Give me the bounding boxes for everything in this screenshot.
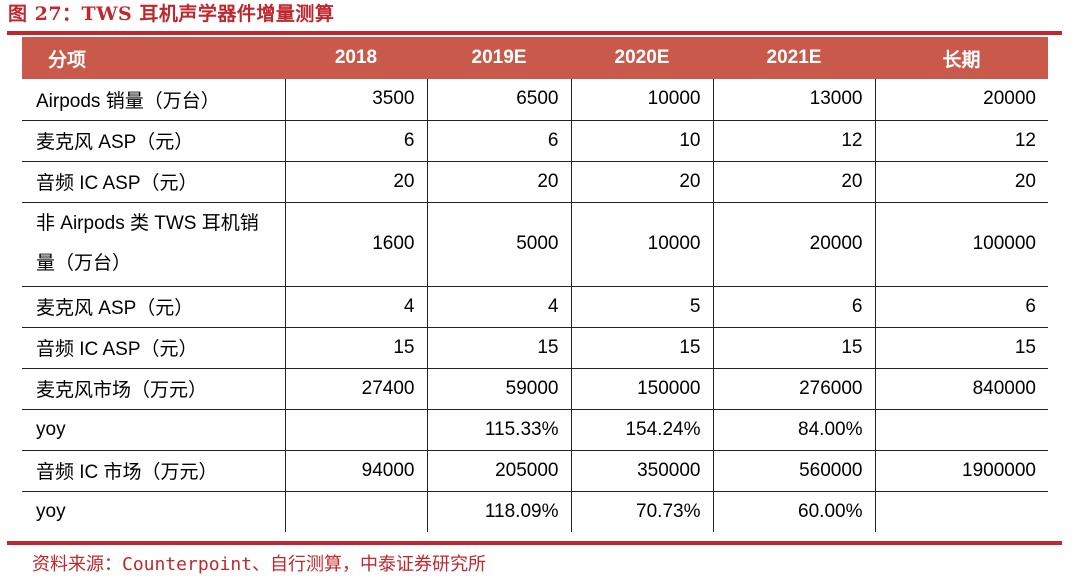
table-cell: 205000 (426, 450, 571, 492)
table-row: 麦克风 ASP（元） 4 4 5 6 6 (22, 286, 1048, 328)
row-label: 音频 IC 市场（万元） (22, 450, 285, 492)
column-header: 2019E (427, 37, 571, 79)
table-cell: 60.00% (712, 491, 875, 532)
column-header: 2020E (571, 37, 713, 79)
table-cell: 6 (426, 120, 571, 162)
table-cell: 10000 (570, 202, 713, 287)
table-cell: 100000 (874, 202, 1048, 287)
table-row: 音频 IC 市场（万元） 94000 205000 350000 560000 … (22, 450, 1048, 492)
row-label: 音频 IC ASP（元） (22, 327, 285, 369)
table-cell: 15 (712, 327, 875, 369)
source-note: 资料来源：Counterpoint、自行测算，中泰证券研究所 (32, 554, 487, 575)
table-cell: 94000 (284, 450, 427, 492)
table-cell (874, 409, 1048, 451)
table-cell (284, 491, 427, 532)
column-header: 2021E (713, 37, 875, 79)
table-row: yoy 118.09% 70.73% 60.00% (22, 491, 1048, 532)
table-cell: 20 (712, 161, 875, 203)
table-cell: 20 (426, 161, 571, 203)
table-cell: 84.00% (712, 409, 875, 451)
table-cell: 1600 (284, 202, 427, 287)
row-label: 麦克风市场（万元） (22, 368, 285, 410)
table-cell: 840000 (874, 368, 1048, 410)
table-cell: 560000 (712, 450, 875, 492)
table-cell: 115.33% (426, 409, 571, 451)
table-cell: 6500 (426, 79, 571, 121)
table-cell: 276000 (712, 368, 875, 410)
table-cell: 350000 (570, 450, 713, 492)
table-row: 麦克风 ASP（元） 6 6 10 12 12 (22, 120, 1048, 162)
row-label: 麦克风 ASP（元） (22, 120, 285, 162)
table-row: 非 Airpods 类 TWS 耳机销量（万台） 1600 5000 10000… (22, 202, 1048, 287)
table-row: 音频 IC ASP（元） 15 15 15 15 15 (22, 327, 1048, 369)
table-cell: 5 (570, 286, 713, 328)
table-row: 麦克风市场（万元） 27400 59000 150000 276000 8400… (22, 368, 1048, 410)
figure-title: 图 27：TWS 耳机声学器件增量测算 (8, 3, 335, 25)
table-cell: 15 (874, 327, 1048, 369)
column-header: 分项 (22, 37, 285, 79)
table-cell: 15 (284, 327, 427, 369)
table-row: 音频 IC ASP（元） 20 20 20 20 20 (22, 161, 1048, 203)
row-label: 麦克风 ASP（元） (22, 286, 285, 328)
top-divider (7, 31, 1062, 35)
table-row: yoy 115.33% 154.24% 84.00% (22, 409, 1048, 451)
table-cell: 12 (874, 120, 1048, 162)
table-cell (874, 491, 1048, 532)
table-cell: 20 (284, 161, 427, 203)
row-label: yoy (22, 409, 285, 451)
table-cell: 15 (426, 327, 571, 369)
row-label: Airpods 销量（万台） (22, 79, 285, 121)
table-cell: 15 (570, 327, 713, 369)
table-cell: 3500 (284, 79, 427, 121)
table-cell: 150000 (570, 368, 713, 410)
table-cell: 10000 (570, 79, 713, 121)
table-cell: 118.09% (426, 491, 571, 532)
table-header-row: 分项 2018 2019E 2020E 2021E 长期 (22, 37, 1048, 79)
table-cell: 20000 (874, 79, 1048, 121)
table-cell: 5000 (426, 202, 571, 287)
column-header: 2018 (285, 37, 427, 79)
table-cell: 4 (284, 286, 427, 328)
table-cell: 59000 (426, 368, 571, 410)
column-header: 长期 (875, 37, 1048, 79)
row-label: yoy (36, 500, 66, 522)
table-cell: 6 (874, 286, 1048, 328)
table-cell (284, 409, 427, 451)
estimate-table: 分项 2018 2019E 2020E 2021E 长期 Airpods 销量（… (22, 37, 1048, 532)
table-cell: 20000 (712, 202, 875, 287)
row-label: 音频 IC ASP（元） (22, 161, 285, 203)
table-cell: 27400 (284, 368, 427, 410)
bottom-divider (7, 541, 1062, 545)
table-row: Airpods 销量（万台） 3500 6500 10000 13000 200… (22, 79, 1048, 121)
table-cell: 13000 (712, 79, 875, 121)
table-cell: 10 (570, 120, 713, 162)
table-cell: 4 (426, 286, 571, 328)
table-cell: 20 (874, 161, 1048, 203)
table-cell: 20 (570, 161, 713, 203)
table-cell: 1900000 (874, 450, 1048, 492)
table-cell: 154.24% (570, 409, 713, 451)
table-cell: 6 (712, 286, 875, 328)
row-label: 非 Airpods 类 TWS 耳机销量（万台） (22, 202, 285, 287)
table-cell: 12 (712, 120, 875, 162)
table-cell: 70.73% (570, 491, 713, 532)
table-cell: 6 (284, 120, 427, 162)
